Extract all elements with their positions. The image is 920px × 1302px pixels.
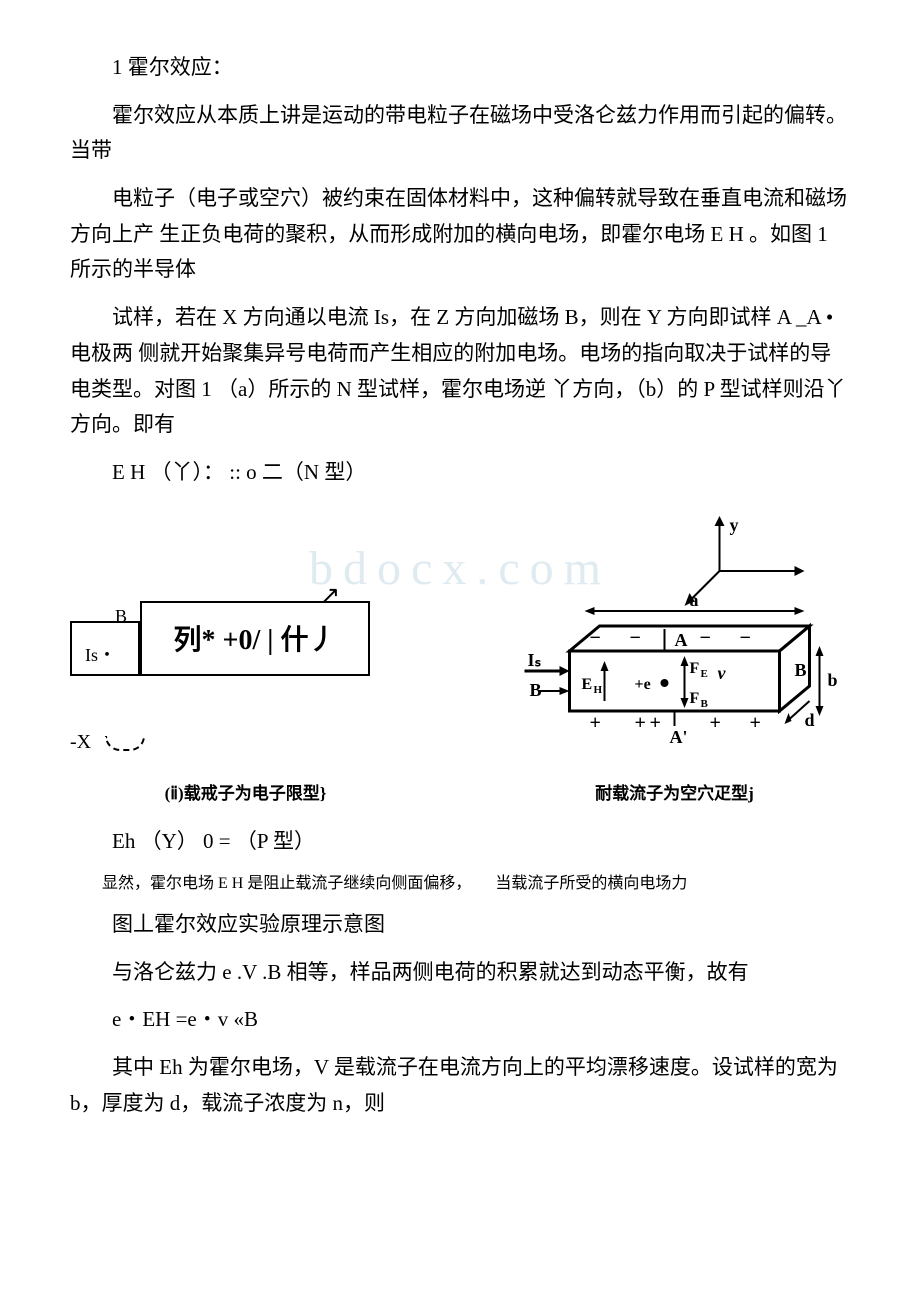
svg-text:b: b [828, 670, 838, 690]
paragraph-5: 图丄霍尔效应实验原理示意图 [70, 907, 850, 943]
figure-area: bdocx.com ↗ B 列* +0/ | 什丿 Is・ -X (ⅱ)载戒子为… [70, 511, 850, 804]
svg-text:F: F [690, 690, 700, 707]
section-heading: 1 霍尔效应： [70, 50, 850, 86]
right-diagram-svg: y a A [499, 511, 850, 771]
left-box-main: 列* +0/ | 什丿 [140, 601, 370, 676]
svg-text:Iₛ: Iₛ [528, 650, 542, 670]
svg-text:+: + [750, 712, 761, 734]
svg-text:E: E [701, 668, 708, 680]
svg-text:+e: +e [635, 676, 651, 693]
svg-text:+: + [710, 712, 721, 734]
figure-left: ↗ B 列* +0/ | 什丿 Is・ -X (ⅱ)载戒子为电子限型} [70, 571, 421, 804]
paragraph-1: 霍尔效应从本质上讲是运动的带电粒子在磁场中受洛仑兹力作用而引起的偏转。 当带 [70, 98, 850, 169]
label-b: B [115, 606, 127, 627]
svg-text:−: − [590, 627, 601, 649]
svg-text:A: A [675, 630, 688, 650]
svg-text:A': A' [670, 727, 688, 747]
svg-text:ν: ν [718, 663, 727, 683]
paragraph-7: 其中 Eh 为霍尔电场，V 是载流子在电流方向上的平均漂移速度。设试样的宽为 b… [70, 1050, 850, 1121]
svg-text:+: + [650, 712, 661, 734]
svg-text:d: d [805, 710, 815, 730]
svg-text:a: a [690, 590, 699, 610]
svg-text:−: − [740, 627, 751, 649]
right-diagram: y a A [499, 511, 850, 771]
svg-text:−: − [700, 627, 711, 649]
figure-left-caption: (ⅱ)载戒子为电子限型} [70, 779, 421, 804]
svg-text:−: − [630, 627, 641, 649]
svg-text:H: H [594, 684, 603, 696]
svg-text:B': B' [795, 660, 812, 680]
figure-right: y a A [499, 511, 850, 804]
arrow-icon: ↗ [320, 581, 340, 610]
label-minus-x: -X [70, 731, 91, 754]
paragraph-3: 试样，若在 X 方向通以电流 Is，在 Z 方向加磁场 B，则在 Y 方向即试样… [70, 300, 850, 443]
svg-text:y: y [730, 515, 739, 535]
formula-1: E H （丫）： :: o 二（N 型） [70, 455, 850, 491]
left-diagram: ↗ B 列* +0/ | 什丿 Is・ -X [70, 571, 421, 771]
figure-right-caption: 耐载流子为空穴疋型j [499, 779, 850, 804]
formula-2: Eh （Y） 0 = （P 型） [70, 824, 850, 860]
svg-text:E: E [582, 676, 593, 693]
svg-text:+: + [635, 712, 646, 734]
label-is: Is・ [85, 641, 116, 667]
formula-3: e・EH =e・v «B [70, 1002, 850, 1038]
left-inner-text: 列* +0/ | 什丿 [174, 618, 337, 658]
paragraph-6: 与洛仑兹力 e .V .B 相等，样品两侧电荷的积累就达到动态平衡，故有 [70, 955, 850, 991]
svg-text:B: B [701, 698, 709, 710]
svg-text:+: + [590, 712, 601, 734]
svg-text:F: F [690, 660, 700, 677]
paragraph-4: 显然，霍尔电场 E H 是阻止载流子继续向侧面偏移， 当载流子所受的横向电场力 [70, 871, 850, 897]
paragraph-2: 电粒子（电子或空穴）被约束在固体材料中，这种偏转就导致在垂直电流和磁场方向上产 … [70, 181, 850, 288]
svg-text:B: B [530, 680, 542, 700]
dashed-arc-icon [105, 736, 145, 751]
